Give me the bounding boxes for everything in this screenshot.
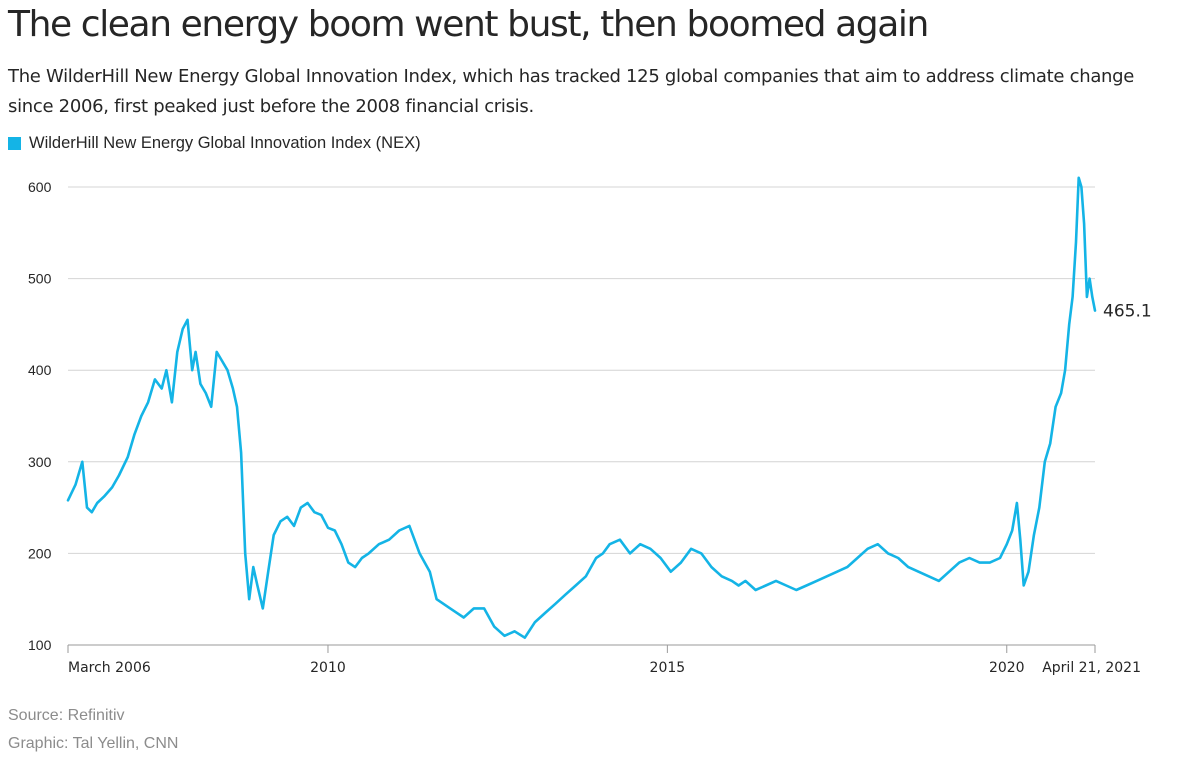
grid-lines <box>68 186 1095 646</box>
x-tick-label: 2015 <box>650 660 686 676</box>
y-tick-label: 600 <box>28 179 52 195</box>
y-tick-label: 200 <box>28 545 52 561</box>
x-tick-label: March 2006 <box>68 660 151 676</box>
end-value-label: 465.1 <box>1103 302 1152 322</box>
x-tick-label: April 21, 2021 <box>1042 660 1141 676</box>
chart-subtitle: The WilderHill New Energy Global Innovat… <box>8 66 1135 117</box>
y-axis: 100 200 300 400 500 600 <box>28 179 52 653</box>
line-chart: 100 200 300 400 500 600 March 2006 2010 2015 202… <box>28 176 1152 676</box>
x-tick-label: 2020 <box>989 660 1025 676</box>
legend-swatch <box>8 137 21 150</box>
legend: WilderHill New Energy Global Innovation … <box>8 134 421 153</box>
end-label-layer: 465.1 <box>1103 302 1152 322</box>
x-tick-label: 2010 <box>310 660 346 676</box>
source-note: Source: Refinitiv <box>8 707 125 724</box>
y-tick-label: 500 <box>28 271 52 287</box>
x-axis: March 2006 2010 2015 2020 April 21, 2021 <box>67 645 1141 676</box>
series-line-nex <box>66 176 1097 640</box>
y-tick-label: 100 <box>28 637 52 653</box>
legend-label: WilderHill New Energy Global Innovation … <box>29 134 421 152</box>
chart-title: The clean energy boom went bust, then bo… <box>8 4 929 45</box>
series-layer <box>66 176 1097 640</box>
y-tick-label: 300 <box>28 454 52 470</box>
credit-note: Graphic: Tal Yellin, CNN <box>8 735 179 752</box>
y-tick-label: 400 <box>28 362 52 378</box>
